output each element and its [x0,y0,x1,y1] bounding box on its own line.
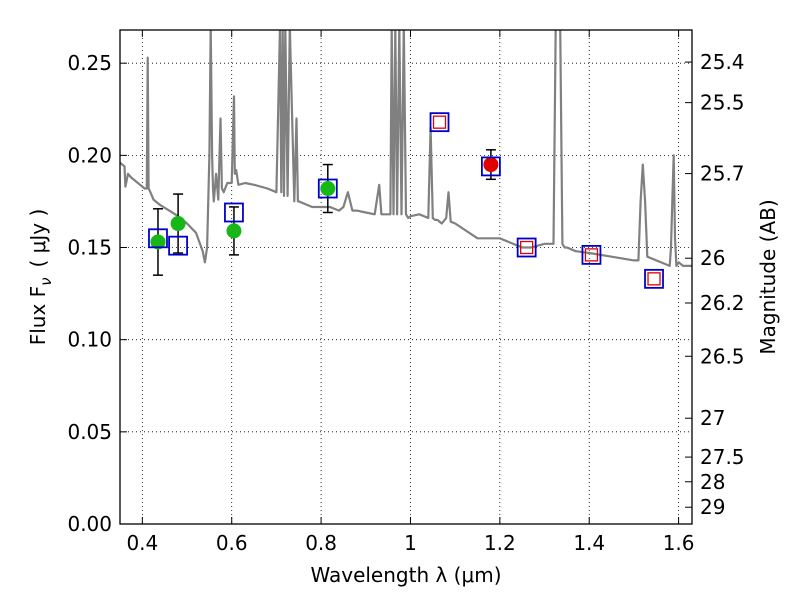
model-photometry-marker [581,244,602,265]
data-point-circle [483,157,499,173]
y-tick-label: 0.15 [67,236,112,260]
x-tick-label: 1.2 [484,531,516,555]
model-photometry-marker [429,112,450,133]
svg-text:Flux Fν( μJy ): Flux Fν ( μJy ) [26,209,55,346]
model-photometry-marker [481,156,501,177]
mag-tick-label: 27.5 [700,445,745,469]
mag-tick-label: 26.5 [700,344,745,368]
axis-ticks: 0.4 0.6 0.8 1 1.2 1.4 1.6 0.00 0.05 0.10 0.15 0.20 0… [67,30,745,555]
x-tick-label: 0.8 [305,531,337,555]
plot-frame [119,29,693,525]
model-photometry-marker [317,178,338,199]
upper-limit-marker [520,240,534,255]
photometry-points-group [148,112,664,289]
model-photometry-marker [516,237,537,258]
data-point-circle [320,181,336,197]
grid-lines [120,30,692,525]
y-axis-label-text: Flux F [26,286,50,345]
x-axis-label: Wavelength λ (μm) [310,563,501,587]
mag-tick-label: 25.4 [700,50,745,74]
data-point-circle [150,234,166,250]
y-axis-label-unit: ( μJy ) [26,209,50,268]
mag-tick-label: 27 [700,406,725,430]
y-tick-label: 0.25 [67,51,112,75]
mag-tick-label: 25.5 [700,91,745,115]
x-tick-label: 0.6 [216,531,248,555]
mag-tick-label: 25.7 [700,162,745,186]
data-point-circle [170,216,186,232]
template-spectrum-group [120,30,692,267]
template-spectrum-line [120,30,692,267]
upper-limit-marker [584,248,599,262]
x-tick-label: 0.4 [126,531,158,555]
y-axis-label: Flux Fν ( μJy ) [26,209,55,346]
y-tick-label: 0.05 [67,420,112,444]
model-photometry-marker [148,228,168,249]
y-axis-label-subscript: ν [37,277,55,285]
upper-limit-marker [647,272,661,286]
mag-tick-label: 26 [700,246,725,270]
model-photometry-marker [224,202,244,223]
data-point-circle [226,223,242,239]
right-axis-label: Magnitude (AB) [756,199,780,354]
y-tick-label: 0.10 [67,328,112,352]
x-tick-label: 1.4 [573,531,605,555]
upper-limit-marker [432,115,447,129]
y-tick-label: 0.20 [67,143,112,167]
x-tick-label: 1.6 [663,531,695,555]
mag-tick-label: 29 [700,495,725,519]
y-tick-label: 0.00 [67,512,112,536]
x-tick-label: 1 [404,531,417,555]
mag-tick-label: 26.2 [700,291,745,315]
model-photometry-marker [644,268,664,289]
mag-tick-label: 28 [700,470,725,494]
model-photometry-marker [168,235,188,256]
